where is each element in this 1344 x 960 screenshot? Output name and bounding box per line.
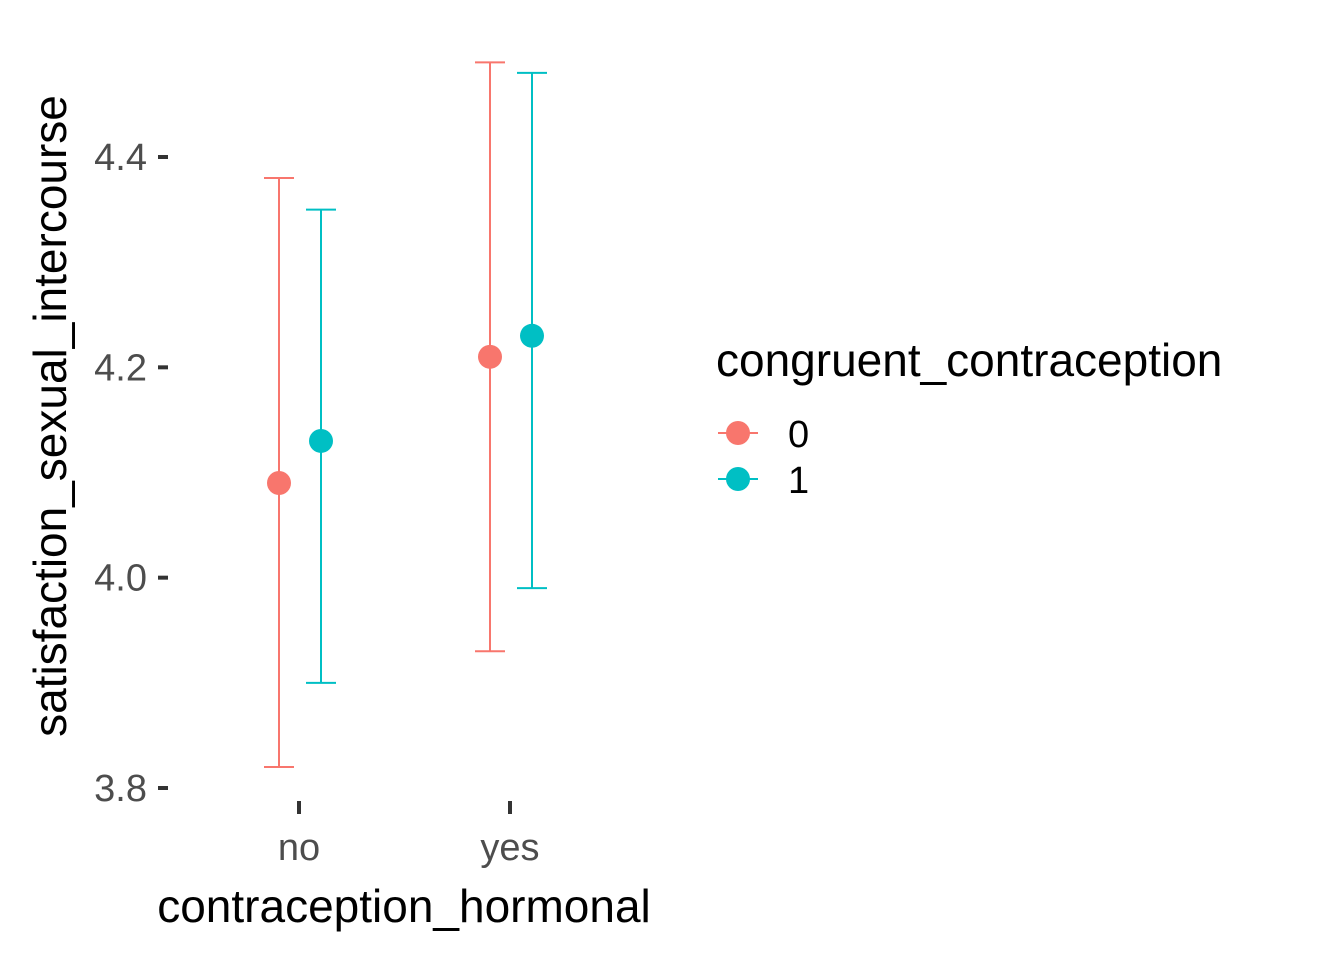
point-series-1-no <box>309 428 333 453</box>
y-tick-label: 4.2 <box>94 347 147 389</box>
legend-title: congruent_contraception <box>716 334 1222 386</box>
x-axis: no yes <box>278 801 540 869</box>
legend-label: 0 <box>788 414 809 456</box>
x-axis-title: contraception_hormonal <box>157 880 651 932</box>
legend-label: 1 <box>788 460 809 502</box>
point-series-0-yes <box>478 344 502 369</box>
point-series-0-no <box>267 471 291 496</box>
errorbar-series-1-yes <box>517 71 547 590</box>
x-tick-label: yes <box>480 827 539 869</box>
y-axis: 3.8 4.0 4.2 4.4 <box>94 137 168 810</box>
y-tick-label: 4.0 <box>94 558 147 600</box>
y-tick-label: 3.8 <box>94 768 147 810</box>
errorbar-series-0-no <box>264 177 294 768</box>
legend: congruent_contraception 01 <box>716 334 1222 502</box>
chart-marks <box>264 61 547 768</box>
errorbar-series-1-no <box>306 208 336 684</box>
y-axis-title: satisfaction_sexual_intercourse <box>24 95 76 737</box>
legend-key-point <box>726 421 750 445</box>
legend-key-1: 1 <box>718 460 809 502</box>
errorbar-series-0-yes <box>475 61 505 653</box>
legend-key-0: 0 <box>718 414 809 456</box>
point-series-1-yes <box>520 323 544 348</box>
y-tick-label: 4.4 <box>94 137 147 179</box>
x-tick-label: no <box>278 827 320 869</box>
legend-key-point <box>726 467 750 491</box>
